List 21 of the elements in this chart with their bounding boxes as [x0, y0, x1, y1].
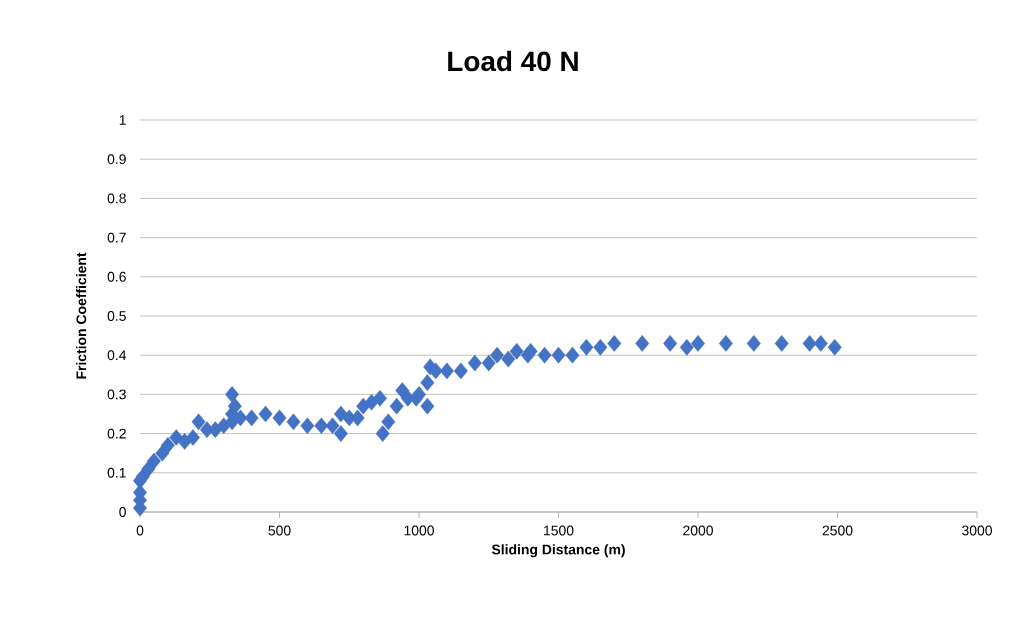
- y-tick-label: 0.4: [107, 350, 127, 361]
- y-tick-label: 0: [119, 507, 126, 517]
- x-tick-label: 2500: [822, 525, 853, 536]
- y-tick-label: 0.9: [107, 154, 126, 165]
- x-tick-label: 1500: [544, 525, 574, 536]
- x-tick-label: 1000: [404, 525, 434, 536]
- y-axis-title: Friction Coefficient: [76, 252, 87, 379]
- y-tick-label: 0.2: [107, 428, 126, 439]
- x-axis-title: Sliding Distance (m): [491, 544, 625, 558]
- x-tick-label: 2000: [683, 525, 713, 536]
- chart-title: Load 40 N: [448, 50, 578, 72]
- y-tick-label: 0.1: [107, 467, 126, 478]
- y-tick-label: 0.7: [107, 232, 126, 243]
- y-tick-label: 0.5: [107, 311, 126, 321]
- y-tick-label: 0.3: [107, 389, 126, 400]
- x-tick-label: 500: [268, 525, 291, 536]
- y-tick-label: 0.6: [107, 271, 126, 282]
- x-tick-label: 0: [136, 525, 144, 536]
- y-tick-label: 1: [119, 115, 126, 125]
- y-tick-label: 0.8: [107, 193, 126, 204]
- x-tick-label: 3000: [962, 525, 992, 536]
